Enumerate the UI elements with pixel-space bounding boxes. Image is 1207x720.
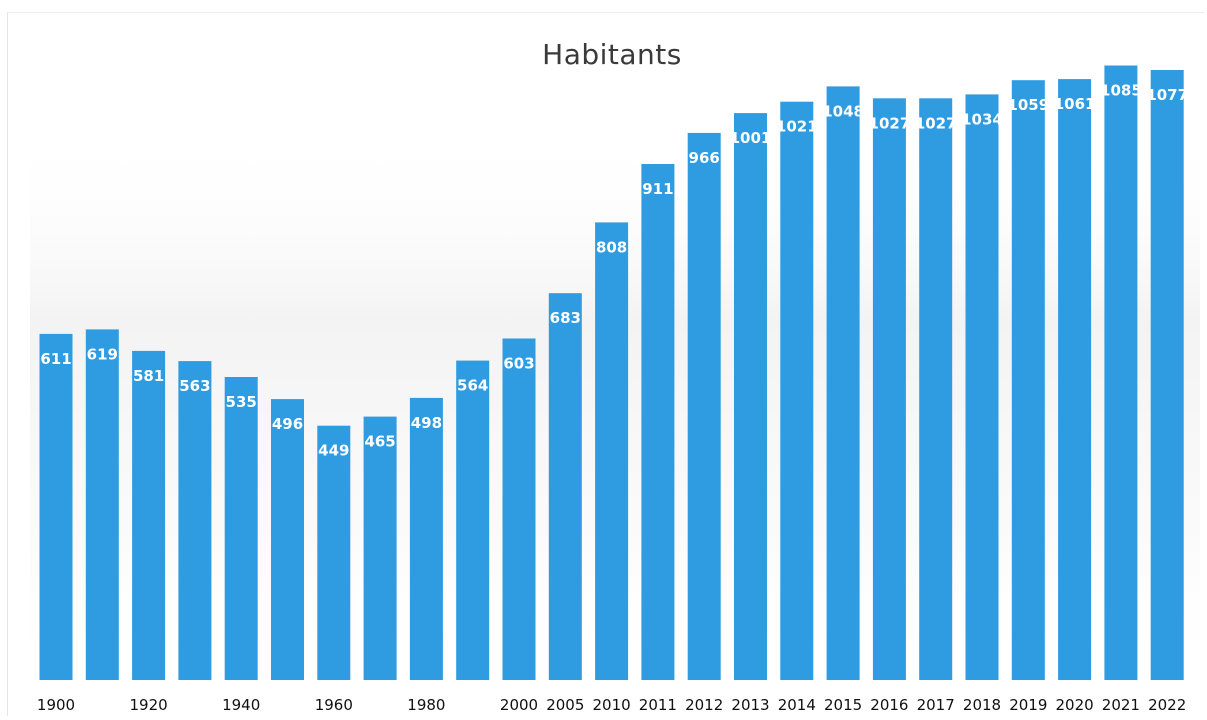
bar-2017 (919, 98, 953, 681)
bar-2015 (826, 86, 860, 680)
bar-1900 (39, 333, 73, 680)
bar-2022 (1150, 70, 1184, 680)
x-tick-label-2014: 2014 (778, 696, 816, 714)
bar-2013 (734, 113, 767, 681)
data-label-2015: 1048 (822, 102, 864, 120)
data-labels-group: 611 619 581 563 535 496 449 465 498 564 603 683 808 9… (40, 82, 1188, 460)
bar-1970 (363, 416, 397, 680)
x-tick-label-2010: 2010 (593, 696, 631, 714)
bar-1950 (271, 399, 304, 680)
bar-2011 (641, 164, 675, 680)
x-tick-label-1940: 1940 (222, 696, 260, 714)
data-label-2022: 1077 (1146, 86, 1188, 104)
bar-2021 (1104, 65, 1138, 680)
bar-2010 (595, 222, 629, 680)
x-tick-label-2018: 2018 (963, 696, 1001, 714)
x-tick-label-1920: 1920 (130, 696, 168, 714)
chart-title: Habitants (542, 38, 682, 71)
bar-2016 (872, 98, 906, 681)
x-tick-label-2015: 2015 (824, 696, 862, 714)
bar-2000 (502, 338, 536, 680)
data-label-1940: 535 (226, 393, 257, 411)
data-label-2011: 911 (642, 180, 673, 198)
data-label-1990: 564 (457, 377, 488, 395)
bar-2020 (1058, 79, 1092, 681)
x-tick-label-2013: 2013 (731, 696, 769, 714)
x-tick-label-2020: 2020 (1056, 696, 1094, 714)
data-label-1950: 496 (272, 415, 303, 433)
chart-frame (7, 12, 1204, 716)
data-label-2018: 1034 (961, 110, 1003, 128)
data-label-1900: 611 (40, 350, 71, 368)
data-label-1920: 581 (133, 367, 164, 385)
bar-2005 (548, 293, 582, 680)
x-tick-label-2022: 2022 (1148, 696, 1186, 714)
bar-1910 (85, 329, 119, 680)
x-tick-label-1980: 1980 (407, 696, 445, 714)
data-label-2019: 1059 (1007, 96, 1049, 114)
bar-2014 (780, 101, 814, 680)
x-axis-ticks: 1900 1920 1940 1960 1980 2000 2005 2010 2011 2012… (37, 696, 1186, 714)
bar-1980 (409, 397, 443, 680)
bars-group (39, 65, 1184, 681)
x-tick-label-1900: 1900 (37, 696, 75, 714)
x-tick-label-2017: 2017 (917, 696, 955, 714)
data-label-1970: 465 (364, 433, 395, 451)
x-tick-label-2012: 2012 (685, 696, 723, 714)
x-tick-label-2005: 2005 (546, 696, 584, 714)
data-label-2014: 1021 (776, 118, 818, 136)
data-label-2013: 1001 (730, 129, 772, 147)
bar-1930 (178, 361, 212, 680)
bar-1990 (456, 360, 490, 680)
data-label-2017: 1027 (915, 114, 957, 132)
bar-2012 (687, 132, 721, 680)
data-label-2016: 1027 (869, 114, 911, 132)
data-label-2021: 1085 (1100, 82, 1142, 100)
bar-1920 (132, 350, 166, 680)
data-label-2000: 603 (503, 355, 534, 373)
data-label-1910: 619 (87, 345, 118, 363)
x-tick-label-2019: 2019 (1009, 696, 1047, 714)
data-label-2005: 683 (550, 309, 581, 327)
data-label-2010: 808 (596, 238, 627, 256)
x-tick-label-2021: 2021 (1102, 696, 1140, 714)
data-label-1930: 563 (179, 377, 210, 395)
x-tick-label-2016: 2016 (870, 696, 908, 714)
x-tick-label-1960: 1960 (315, 696, 353, 714)
data-label-2012: 966 (689, 149, 720, 167)
data-label-2020: 1061 (1054, 95, 1096, 113)
bar-2019 (1011, 80, 1045, 680)
data-label-1960: 449 (318, 442, 349, 460)
x-tick-label-2011: 2011 (639, 696, 677, 714)
data-label-1980: 498 (411, 414, 442, 432)
x-tick-label-2000: 2000 (500, 696, 538, 714)
bar-2018 (965, 94, 999, 680)
bar-1960 (317, 425, 351, 680)
bar-1940 (224, 377, 258, 680)
